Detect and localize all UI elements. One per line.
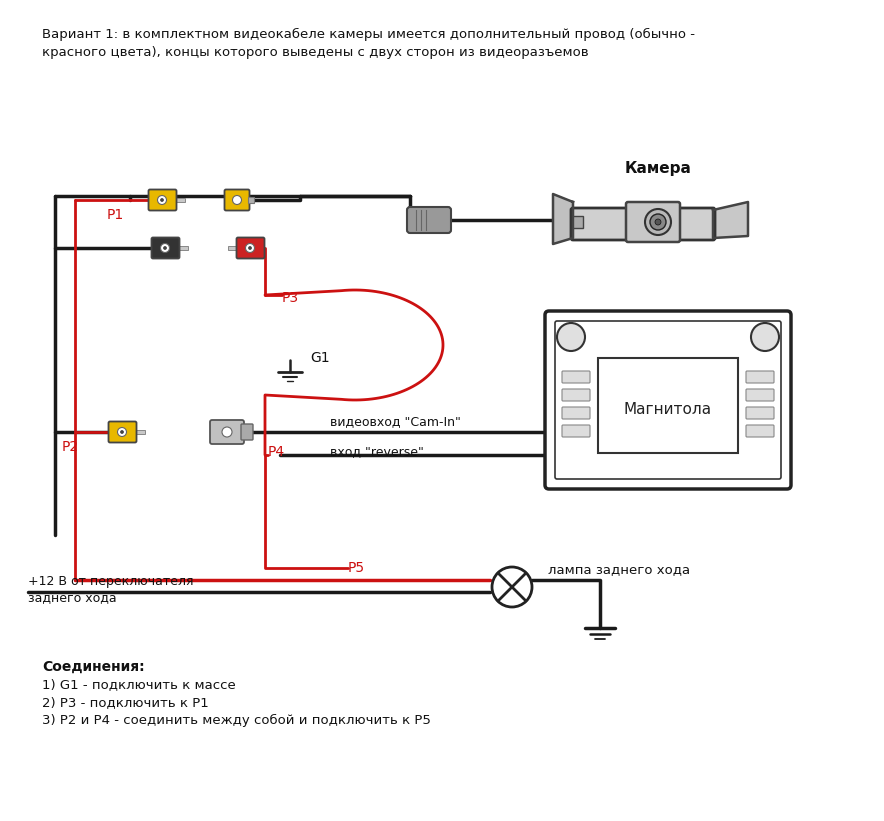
Text: P4: P4 [268,445,286,459]
Circle shape [655,219,661,225]
Bar [598,358,738,453]
FancyBboxPatch shape [562,389,590,401]
FancyBboxPatch shape [545,311,791,489]
Circle shape [645,209,671,235]
Circle shape [161,199,164,201]
FancyBboxPatch shape [237,237,264,259]
Text: Вариант 1: в комплектном видеокабеле камеры имеется дополнительный провод (обычн: Вариант 1: в комплектном видеокабеле кам… [42,28,695,41]
FancyBboxPatch shape [210,420,244,444]
Text: +12 В от переключателя: +12 В от переключателя [28,576,194,589]
Text: Магнитола: Магнитола [624,402,713,418]
FancyBboxPatch shape [241,424,253,440]
Text: лампа заднего хода: лампа заднего хода [548,563,690,576]
Circle shape [246,244,255,253]
Text: 1) G1 - подключить к массе: 1) G1 - подключить к массе [42,678,236,691]
Circle shape [157,195,166,204]
FancyBboxPatch shape [555,321,781,479]
Circle shape [232,195,241,204]
Text: заднего хода: заднего хода [28,591,117,604]
FancyBboxPatch shape [562,371,590,383]
Circle shape [164,246,166,250]
FancyBboxPatch shape [626,202,680,242]
Text: вход "reverse": вход "reverse" [330,446,423,458]
FancyBboxPatch shape [571,208,715,240]
FancyBboxPatch shape [149,190,177,210]
FancyBboxPatch shape [746,389,774,401]
Bar [135,430,145,434]
Text: 2) Р3 - подключить к Р1: 2) Р3 - подключить к Р1 [42,696,209,709]
FancyBboxPatch shape [407,207,451,233]
FancyBboxPatch shape [109,421,136,443]
Circle shape [118,428,126,437]
Text: Камера: Камера [625,160,691,176]
Text: P1: P1 [107,208,125,222]
Bar [573,216,583,228]
FancyBboxPatch shape [746,371,774,383]
Circle shape [557,323,585,351]
FancyBboxPatch shape [746,407,774,419]
Circle shape [650,214,666,230]
Text: P3: P3 [282,291,299,305]
Circle shape [161,244,170,253]
Bar [178,246,188,250]
Text: G1: G1 [310,351,330,365]
Bar [228,246,238,250]
Circle shape [248,246,252,250]
Circle shape [492,567,532,607]
FancyBboxPatch shape [225,190,249,210]
Text: P5: P5 [348,561,365,575]
Polygon shape [713,202,748,238]
FancyBboxPatch shape [746,425,774,437]
Circle shape [120,430,124,433]
FancyBboxPatch shape [151,237,179,259]
Circle shape [751,323,779,351]
Text: видеовход "Cam-In": видеовход "Cam-In" [330,415,461,429]
Text: красного цвета), концы которого выведены с двух сторон из видеоразъемов: красного цвета), концы которого выведены… [42,46,589,59]
FancyBboxPatch shape [562,407,590,419]
FancyBboxPatch shape [562,425,590,437]
Text: Соединения:: Соединения: [42,660,145,674]
Text: P2: P2 [62,440,80,454]
Text: 3) Р2 и Р4 - соединить между собой и подключить к Р5: 3) Р2 и Р4 - соединить между собой и под… [42,714,431,727]
Bar [175,198,185,202]
Bar [248,197,254,203]
Circle shape [222,427,232,437]
Polygon shape [553,194,573,244]
